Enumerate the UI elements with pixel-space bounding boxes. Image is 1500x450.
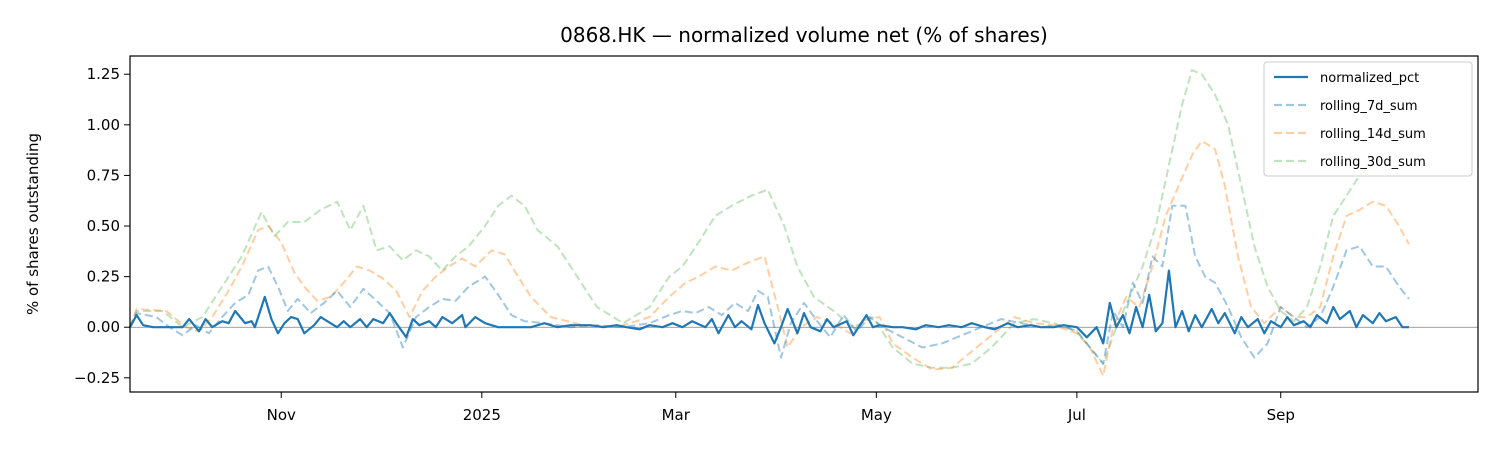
y-tick-label: 1.25 bbox=[87, 65, 120, 83]
axes: −0.25 0.00 0.25 0.50 0.75 1.00 1.25 Nov 2025 Mar M… bbox=[74, 55, 1479, 424]
y-tick-label: 0.00 bbox=[87, 318, 120, 336]
plot-frame bbox=[129, 55, 1479, 393]
chart-title: 0868.HK — normalized volume net (% of sh… bbox=[560, 23, 1048, 47]
x-tick-label: Jul bbox=[1067, 406, 1086, 424]
x-tick-label: Nov bbox=[267, 406, 296, 424]
legend-label: normalized_pct bbox=[1320, 71, 1419, 86]
x-tick-label: 2025 bbox=[463, 406, 501, 424]
x-tick-label: Mar bbox=[662, 406, 691, 424]
x-tick-label: Sep bbox=[1267, 406, 1295, 424]
legend-label: rolling_14d_sum bbox=[1320, 127, 1426, 142]
x-tick-label: May bbox=[861, 406, 892, 424]
series-line-rolling-14d-sum bbox=[129, 140, 1410, 377]
y-tick-label: 0.50 bbox=[87, 217, 120, 235]
y-tick-label: 1.00 bbox=[87, 116, 120, 134]
legend-label: rolling_7d_sum bbox=[1320, 99, 1418, 114]
series-line-rolling-7d-sum bbox=[129, 204, 1410, 365]
y-tick-label: −0.25 bbox=[74, 369, 120, 387]
y-tick-label: 0.25 bbox=[87, 268, 120, 286]
legend: normalized_pct rolling_7d_sum rolling_14d_… bbox=[1263, 61, 1473, 177]
series-line-rolling-30d-sum bbox=[129, 69, 1374, 369]
y-tick-label: 0.75 bbox=[87, 166, 120, 184]
plot-area bbox=[129, 69, 1478, 377]
legend-box bbox=[1263, 61, 1473, 177]
series-line-normalized-pct bbox=[129, 269, 1409, 345]
legend-label: rolling_30d_sum bbox=[1320, 155, 1426, 170]
y-axis-label: % of shares outstanding bbox=[24, 133, 42, 315]
